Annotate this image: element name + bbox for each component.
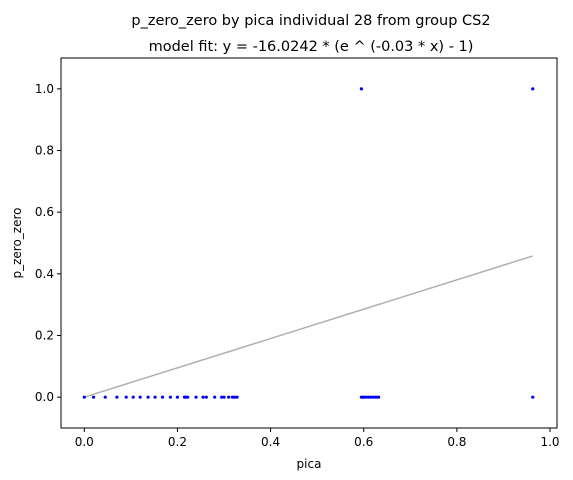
- data-point: [115, 395, 119, 399]
- data-point: [235, 395, 239, 399]
- y-tick-label: 0.0: [35, 390, 54, 404]
- x-tick-label: 1.0: [540, 435, 559, 449]
- chart-title: p_zero_zero by pica individual 28 from g…: [131, 13, 490, 29]
- data-point: [138, 395, 142, 399]
- data-point: [377, 395, 381, 399]
- y-axis: 0.0 0.2 0.4 0.6 0.8 1.0: [35, 82, 61, 404]
- plot-frame: [60, 57, 558, 429]
- data-point: [124, 395, 128, 399]
- y-tick-label: 0.6: [35, 205, 54, 219]
- data-point: [186, 395, 190, 399]
- data-point: [362, 395, 366, 399]
- data-point: [194, 395, 198, 399]
- x-axis: 0.0 0.2 0.4 0.6 0.8 1.0: [75, 428, 560, 449]
- chart-subtitle: model fit: y = -16.0242 * (e ^ (-0.03 * …: [149, 39, 474, 55]
- data-point: [92, 395, 96, 399]
- data-point: [213, 395, 217, 399]
- data-point: [168, 395, 173, 399]
- data-point: [131, 395, 135, 399]
- data-point: [369, 395, 373, 399]
- data-point: [531, 395, 535, 399]
- x-tick-label: 0.8: [447, 435, 466, 449]
- data-point: [201, 395, 205, 399]
- x-tick-label: 0.2: [168, 435, 187, 449]
- data-point: [82, 395, 86, 399]
- plot-area: [82, 87, 535, 399]
- data-point: [366, 395, 370, 399]
- data-point: [160, 395, 165, 399]
- data-point: [371, 395, 375, 399]
- data-point: [146, 395, 150, 399]
- data-point: [153, 395, 157, 399]
- x-tick-label: 0.6: [354, 435, 373, 449]
- x-axis-label: pica: [297, 457, 322, 471]
- data-point: [103, 395, 107, 399]
- y-tick-label: 0.2: [35, 329, 54, 343]
- data-point: [175, 395, 180, 399]
- data-point: [233, 395, 237, 399]
- x-tick-label: 0.0: [75, 435, 94, 449]
- y-tick-label: 0.8: [35, 144, 54, 158]
- data-point: [204, 395, 208, 399]
- data-point: [359, 87, 363, 91]
- data-point: [222, 395, 226, 399]
- y-tick-label: 0.4: [35, 267, 54, 281]
- data-point: [220, 395, 224, 399]
- data-point: [531, 87, 535, 91]
- data-point: [227, 395, 231, 399]
- y-tick-label: 1.0: [35, 82, 54, 96]
- y-axis-label: p_zero_zero: [10, 207, 24, 278]
- fit-line: [84, 255, 534, 398]
- data-point: [230, 395, 234, 399]
- data-point: [364, 395, 368, 399]
- x-tick-label: 0.4: [261, 435, 280, 449]
